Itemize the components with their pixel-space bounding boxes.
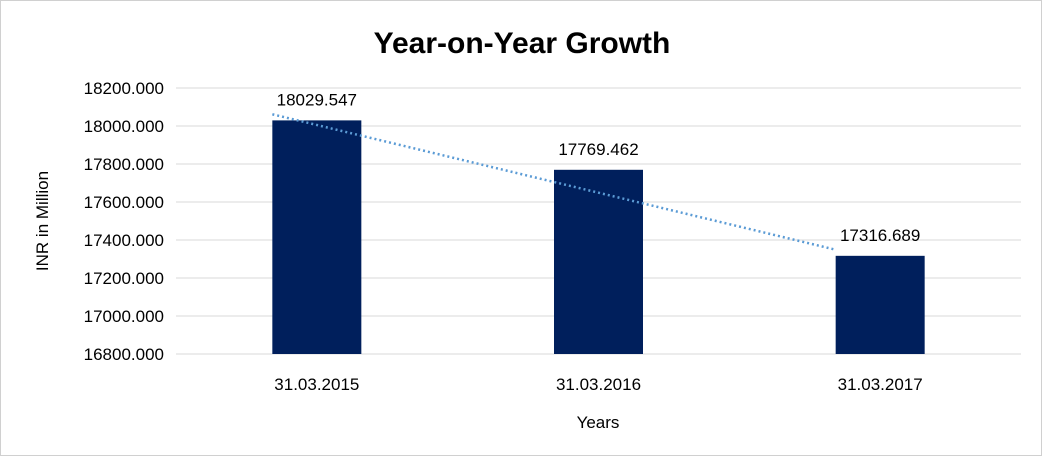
x-tick-label: 31.03.2015 [274, 375, 359, 394]
bar-data-label: 17769.462 [558, 140, 638, 159]
trendline-layer [272, 113, 836, 251]
y-tick-label: 16800.000 [84, 345, 164, 364]
x-tick-label: 31.03.2017 [838, 375, 923, 394]
data-labels: 18029.547 17769.462 17316.689 [277, 90, 921, 244]
bar-data-label: 17316.689 [840, 226, 920, 245]
chart-title: Year-on-Year Growth [374, 27, 671, 60]
bar [554, 169, 643, 354]
y-tick-label: 18000.000 [84, 117, 164, 136]
x-tick-label: 31.03.2016 [556, 375, 641, 394]
y-tick-label: 17800.000 [84, 155, 164, 174]
bar [272, 120, 362, 354]
x-axis-ticks: 31.03.2015 31.03.2016 31.03.2017 [274, 375, 922, 394]
y-tick-label: 18200.000 [84, 79, 164, 98]
trendline [272, 113, 836, 251]
bar [835, 255, 925, 354]
bars [272, 120, 925, 354]
y-tick-label: 17600.000 [84, 193, 164, 212]
x-axis-title: Years [577, 413, 620, 432]
y-tick-label: 17400.000 [84, 231, 164, 250]
y-axis-title: INR in Million [33, 171, 52, 271]
y-tick-label: 17200.000 [84, 269, 164, 288]
y-tick-label: 17000.000 [84, 307, 164, 326]
y-axis-ticks: 16800.000 17000.000 17200.000 17400.000 1760… [84, 79, 164, 364]
bar-data-label: 18029.547 [277, 90, 357, 109]
